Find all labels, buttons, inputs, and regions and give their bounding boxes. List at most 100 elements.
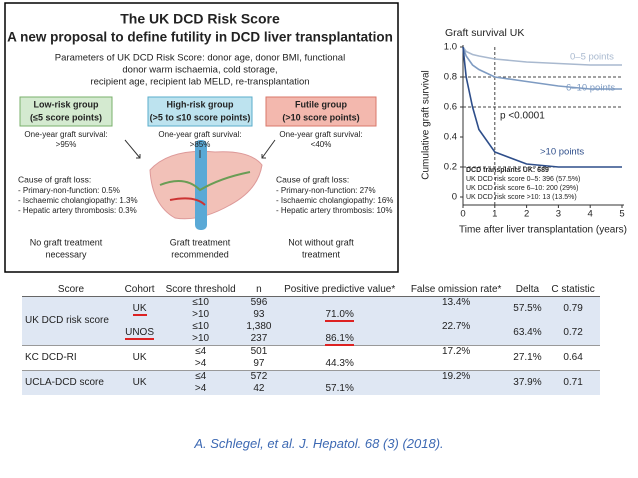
cell-text: 501 (250, 346, 268, 357)
cell-text: >10 (192, 309, 210, 320)
table-cell: ≤4 (159, 345, 243, 358)
parameters: Parameters of UK DCD Risk Score: donor a… (55, 53, 345, 64)
table-row: UCLA-DCD score UK ≤4 572 19.2% 37.9% 0.71 (22, 370, 600, 395)
table-row: UK DCD risk score UK ≤10 596 13.4% 57.5% 0.79 (22, 296, 600, 346)
table-cell: 501 (242, 345, 276, 358)
x-tick-label: 4 (588, 209, 593, 220)
table-cell: 44.3% (276, 358, 404, 371)
table-cell: 71.0% (275, 309, 404, 322)
table-cell: 0.64 (546, 345, 600, 371)
info-title: The UK DCD Risk Score (120, 11, 280, 27)
group-range: (>5 to ≤10 score points) (150, 112, 251, 122)
table-cell: >4 (159, 383, 243, 395)
table-cell: 86.1% (275, 333, 404, 346)
citation: A. Schlegel, et al. J. Hepatol. 68 (3) (… (194, 436, 444, 451)
table-cell: 13.4% (403, 296, 509, 321)
cell-text: 13.4% (441, 297, 471, 308)
group-name: Futile group (295, 99, 347, 109)
cell-text: ≤4 (195, 346, 207, 357)
outcome: recommended (171, 249, 229, 259)
table-cell: UK DCD risk score (22, 296, 120, 346)
loss-title: Cause of graft loss: (276, 174, 349, 184)
legend-line: UK DCD risk score 6–10: 200 (29%) (466, 185, 578, 192)
series-label: 6–10 points (566, 83, 615, 94)
header-cell: Score (22, 283, 120, 297)
table-cell: ≤10 (159, 296, 243, 309)
cell-text: 44.3% (325, 358, 354, 369)
cell-text: 57.5% (513, 303, 542, 314)
parameters: donor warm ischaemia, cold storage, (122, 65, 277, 76)
cell-text: KC DCD-RI (25, 352, 77, 363)
group-box (147, 96, 253, 127)
cell-text: 42 (253, 383, 265, 394)
table-cell: UNOS (119, 321, 160, 346)
x-tick-label: 1 (492, 209, 497, 220)
loss-cause: - Hepatic artery thrombosis: 10% (276, 206, 393, 215)
cell-text: 0.72 (563, 327, 583, 338)
figure: The UK DCD Risk Score A new proposal to … (4, 2, 627, 273)
table-cell: 97 (242, 358, 276, 371)
y-tick-label: 0 (452, 192, 457, 203)
cell-text: UK DCD risk score (25, 315, 109, 326)
cell-text: 86.1% (325, 333, 354, 346)
y-tick-label: 0.4 (444, 132, 457, 143)
table-cell: KC DCD-RI (22, 345, 120, 371)
cell-text: UNOS (125, 327, 155, 340)
cell-text: 0.79 (563, 303, 583, 314)
cell-text: ≤10 (192, 297, 209, 308)
group-name: High-risk group (167, 99, 235, 109)
cell-text: 27.1% (513, 352, 542, 363)
cell-text: 22.7% (441, 321, 471, 332)
cell-text: 37.9% (513, 377, 542, 388)
cell-text: >10 (192, 333, 210, 344)
header-row: Score Cohort Score threshold n Positive pred… (22, 283, 600, 297)
table-cell: >10 (159, 309, 243, 321)
y-tick-label: 0.6 (444, 102, 457, 113)
legend-line: UK DCD risk score >10: 13 (13.5%) (466, 194, 577, 201)
cell-text: 97 (253, 358, 265, 369)
table-cell (275, 296, 404, 309)
x-tick-label: 3 (556, 209, 561, 220)
y-tick-label: 1.0 (444, 42, 457, 53)
cell-text: UK (132, 352, 147, 363)
table-cell: 27.1% (508, 345, 547, 371)
table-cell: UK (119, 345, 160, 371)
table-cell: 57.5% (508, 296, 547, 321)
table-row: >4 97 44.3% (22, 358, 600, 371)
survival-label: One-year graft survival: (24, 130, 107, 139)
loss-cause: - Ischaemic cholangiopathy: 1.3% (18, 196, 138, 205)
table-cell: UK (119, 296, 160, 321)
table-cell (275, 345, 404, 358)
table-cell: 1,380 (242, 321, 276, 333)
cell-text: ≤4 (195, 371, 207, 382)
legend-line: UK DCD risk score 0–5: 396 (57.5%) (466, 176, 580, 183)
survival-value: >95% (56, 140, 77, 149)
table-row: KC DCD-RI UK ≤4 501 17.2% 27.1% 0.64 (22, 345, 600, 371)
table-cell: 572 (242, 370, 276, 383)
cell-text: 57.1% (325, 383, 354, 394)
chart-title: Graft survival UK (445, 27, 524, 39)
cell-text: 572 (250, 371, 268, 382)
cell-text: >4 (194, 358, 207, 369)
table-cell: 0.79 (546, 296, 600, 321)
survival-curve (462, 46, 622, 90)
header-cell: n (242, 283, 276, 297)
survival-curve (462, 46, 622, 168)
table-row: UNOS ≤10 1,380 22.7% 63.4% 0.72 (22, 321, 600, 346)
group-box (265, 96, 377, 127)
cell-text: >4 (194, 383, 207, 394)
series-label: 0–5 points (570, 52, 614, 63)
cell-text: 0.71 (563, 377, 583, 388)
survival-label: One-year graft survival: (158, 130, 241, 139)
cell-text: UK (132, 303, 147, 316)
legend-line: DCD transplants UK: 689 (466, 167, 549, 174)
x-axis-label: Time after liver transplantation (years) (459, 225, 627, 236)
loss-cause: - Primary-non-function: 27% (276, 186, 376, 195)
cell-text: 71.0% (325, 309, 354, 322)
table-cell (275, 321, 404, 333)
arrows (124, 139, 276, 159)
outcome: Graft treatment (170, 237, 231, 247)
cell-text: UCLA-DCD score (25, 377, 104, 388)
table-cell: 37.9% (508, 370, 547, 395)
table-cell: 93 (242, 309, 276, 321)
